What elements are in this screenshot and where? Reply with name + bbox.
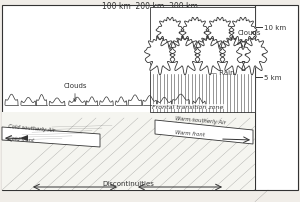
Polygon shape [156, 18, 184, 50]
Text: — Rain: — Rain [210, 70, 235, 76]
Bar [2, 6, 255, 190]
Text: 10 km: 10 km [264, 25, 286, 31]
Text: Cold front: Cold front [8, 135, 34, 142]
Polygon shape [145, 37, 176, 76]
Polygon shape [169, 37, 200, 76]
Polygon shape [206, 18, 234, 50]
Polygon shape [2, 127, 100, 147]
Polygon shape [155, 120, 253, 144]
Text: Warm southerly Air: Warm southerly Air [175, 115, 226, 124]
Text: Clouds: Clouds [63, 83, 87, 102]
Text: 5 km: 5 km [264, 75, 281, 81]
Polygon shape [195, 37, 225, 76]
Polygon shape [20, 135, 28, 141]
Polygon shape [181, 18, 209, 50]
Polygon shape [229, 18, 257, 50]
Text: Cold southerly Air: Cold southerly Air [8, 123, 55, 132]
Polygon shape [237, 37, 267, 76]
Text: Discontinuities: Discontinuities [102, 180, 154, 186]
Text: Frontal transition zone: Frontal transition zone [152, 104, 224, 109]
Text: Warm front: Warm front [175, 130, 205, 137]
Polygon shape [2, 113, 255, 190]
Bar [150, 8, 255, 113]
Polygon shape [220, 37, 250, 76]
Text: 100 km  200 km  300 km: 100 km 200 km 300 km [102, 2, 198, 11]
Text: Clouds: Clouds [238, 30, 262, 45]
Bar [255, 6, 298, 190]
